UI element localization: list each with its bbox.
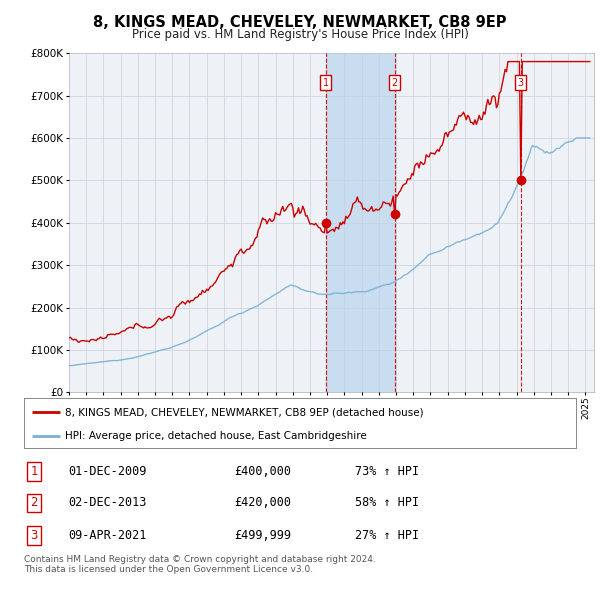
- Text: 58% ↑ HPI: 58% ↑ HPI: [355, 496, 419, 510]
- Text: 3: 3: [30, 529, 38, 542]
- Text: 09-APR-2021: 09-APR-2021: [68, 529, 146, 542]
- Text: £400,000: £400,000: [234, 466, 291, 478]
- Text: 1: 1: [323, 78, 329, 88]
- Text: £420,000: £420,000: [234, 496, 291, 510]
- Text: 8, KINGS MEAD, CHEVELEY, NEWMARKET, CB8 9EP (detached house): 8, KINGS MEAD, CHEVELEY, NEWMARKET, CB8 …: [65, 407, 424, 417]
- Text: Price paid vs. HM Land Registry's House Price Index (HPI): Price paid vs. HM Land Registry's House …: [131, 28, 469, 41]
- Text: 1: 1: [30, 466, 38, 478]
- Text: This data is licensed under the Open Government Licence v3.0.: This data is licensed under the Open Gov…: [24, 565, 313, 574]
- Bar: [326, 53, 395, 392]
- Text: 02-DEC-2013: 02-DEC-2013: [68, 496, 146, 510]
- Text: HPI: Average price, detached house, East Cambridgeshire: HPI: Average price, detached house, East…: [65, 431, 367, 441]
- Text: 2: 2: [391, 78, 398, 88]
- Text: £499,999: £499,999: [234, 529, 291, 542]
- Text: 2: 2: [30, 496, 38, 510]
- Text: 73% ↑ HPI: 73% ↑ HPI: [355, 466, 419, 478]
- Text: 3: 3: [518, 78, 524, 88]
- Text: 01-DEC-2009: 01-DEC-2009: [68, 466, 146, 478]
- Text: 8, KINGS MEAD, CHEVELEY, NEWMARKET, CB8 9EP: 8, KINGS MEAD, CHEVELEY, NEWMARKET, CB8 …: [93, 15, 507, 30]
- Text: Contains HM Land Registry data © Crown copyright and database right 2024.: Contains HM Land Registry data © Crown c…: [24, 555, 376, 563]
- Text: 27% ↑ HPI: 27% ↑ HPI: [355, 529, 419, 542]
